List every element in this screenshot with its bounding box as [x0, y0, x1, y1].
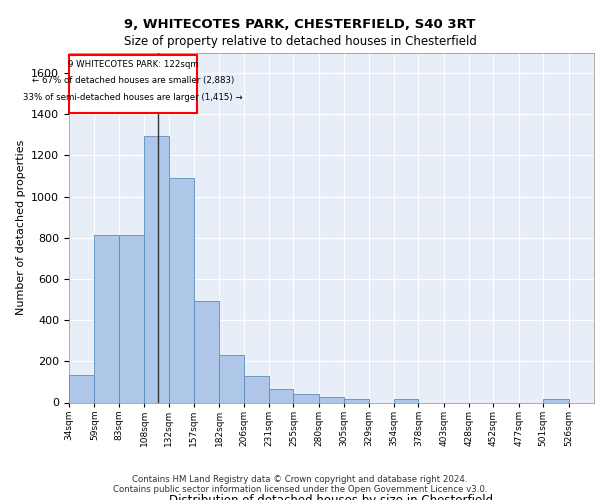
Bar [319, 398, 344, 402]
Bar [194, 300, 219, 402]
X-axis label: Distribution of detached houses by size in Chesterfield: Distribution of detached houses by size … [169, 494, 494, 500]
Bar [244, 376, 269, 402]
Bar [219, 355, 244, 403]
Text: Contains public sector information licensed under the Open Government Licence v3: Contains public sector information licen… [113, 484, 487, 494]
Y-axis label: Number of detached properties: Number of detached properties [16, 140, 26, 315]
Bar [344, 400, 368, 402]
Bar [169, 178, 194, 402]
Text: 9, WHITECOTES PARK, CHESTERFIELD, S40 3RT: 9, WHITECOTES PARK, CHESTERFIELD, S40 3R… [124, 18, 476, 30]
Bar [119, 234, 144, 402]
Bar [293, 394, 319, 402]
Text: Size of property relative to detached houses in Chesterfield: Size of property relative to detached ho… [124, 35, 476, 48]
Text: 33% of semi-detached houses are larger (1,415) →: 33% of semi-detached houses are larger (… [23, 94, 243, 102]
Bar [394, 400, 418, 402]
FancyBboxPatch shape [69, 54, 197, 113]
Bar [69, 374, 94, 402]
Text: ← 67% of detached houses are smaller (2,883): ← 67% of detached houses are smaller (2,… [32, 76, 234, 86]
Text: Contains HM Land Registry data © Crown copyright and database right 2024.: Contains HM Land Registry data © Crown c… [132, 475, 468, 484]
Bar [144, 136, 169, 402]
Bar [543, 400, 569, 402]
Bar [94, 234, 119, 402]
Bar [269, 389, 293, 402]
Text: 9 WHITECOTES PARK: 122sqm: 9 WHITECOTES PARK: 122sqm [68, 60, 199, 69]
